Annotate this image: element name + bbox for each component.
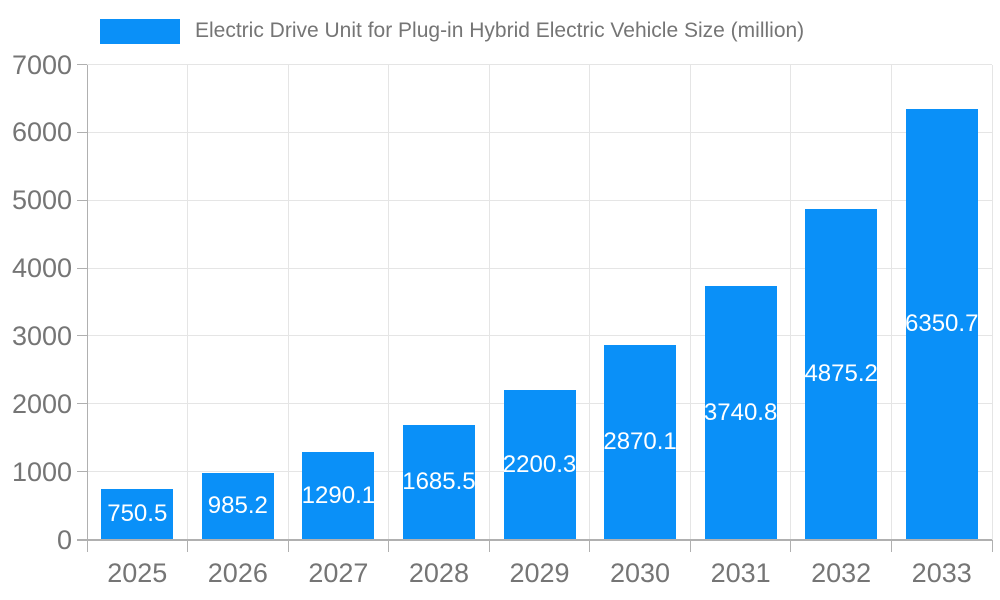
x-axis-tick-label: 2027 (308, 558, 369, 588)
gridline-horizontal (87, 64, 992, 65)
gridline-horizontal (87, 199, 992, 201)
x-axis-tick (388, 539, 390, 552)
x-axis-tick (86, 539, 88, 552)
gridline-vertical (488, 64, 490, 540)
gridline-horizontal (87, 335, 992, 337)
bar: 2200.3 (502, 390, 577, 540)
bar-value-label: 985.2 (207, 492, 268, 520)
y-axis-tick (77, 131, 87, 133)
bar-value-label: 4875.2 (804, 360, 878, 388)
x-axis-tick-label: 2032 (811, 558, 872, 588)
gridline-vertical (790, 64, 792, 540)
gridline-vertical (287, 64, 289, 540)
y-axis-tick-label: 6000 (12, 117, 73, 148)
bar-value-label: 3740.8 (703, 398, 778, 426)
legend-label: Electric Drive Unit for Plug-in Hybrid E… (195, 19, 805, 42)
y-axis-tick-label: 0 (56, 524, 72, 555)
x-axis-tick (790, 539, 792, 552)
gridline-vertical (388, 64, 390, 540)
bar: 6350.7 (905, 108, 979, 540)
x-axis-tick-label: 2031 (710, 558, 771, 588)
gridline-vertical (991, 64, 993, 540)
gridline-vertical (689, 64, 691, 540)
gridline-horizontal (87, 131, 992, 133)
x-axis-tick-label: 2026 (207, 558, 268, 588)
gridline-horizontal (87, 267, 992, 269)
x-axis-tick (187, 539, 189, 552)
bar-value-label: 1685.5 (402, 468, 476, 496)
bar: 1685.5 (402, 425, 476, 540)
bar-value-label: 2200.3 (502, 450, 577, 478)
bar: 3740.8 (703, 285, 778, 540)
y-axis-tick (77, 199, 87, 201)
legend: Electric Drive Unit for Plug-in Hybrid E… (100, 17, 804, 45)
y-axis-tick-label: 1000 (12, 456, 73, 487)
y-axis-tick-label: 7000 (12, 49, 73, 80)
bar: 985.2 (201, 472, 274, 540)
x-axis-tick (689, 539, 691, 552)
bar: 1290.1 (301, 451, 376, 540)
x-axis-line (77, 539, 992, 541)
x-axis-tick (890, 539, 892, 552)
x-axis-tick-label: 2028 (408, 558, 469, 588)
x-axis-tick-label: 2025 (107, 558, 168, 588)
x-axis-tick (991, 539, 993, 552)
x-axis-tick-label: 2030 (610, 558, 671, 588)
y-axis-tick (77, 403, 87, 405)
bar-value-label: 750.5 (107, 500, 168, 528)
y-axis-tick-label: 5000 (12, 185, 73, 216)
y-axis-tick (77, 64, 87, 65)
bar-value-label: 6350.7 (905, 310, 979, 338)
bar-value-label: 2870.1 (603, 428, 677, 456)
gridline-vertical (589, 64, 591, 540)
x-axis-tick (287, 539, 289, 552)
y-axis-tick (77, 335, 87, 337)
bar: 4875.2 (804, 208, 878, 540)
bar-value-label: 1290.1 (301, 481, 376, 509)
x-axis-tick-label: 2029 (509, 558, 570, 588)
y-axis-tick-label: 4000 (12, 253, 73, 284)
legend-swatch (100, 18, 180, 44)
gridline-vertical (187, 64, 189, 540)
y-axis-tick-label: 2000 (12, 388, 73, 419)
x-axis-tick (589, 539, 591, 552)
y-axis-line (87, 64, 88, 541)
gridline-vertical (890, 64, 892, 540)
x-axis-tick (488, 539, 490, 552)
bar: 750.5 (101, 488, 174, 540)
y-axis-tick (77, 471, 87, 473)
bar: 2870.1 (603, 344, 677, 540)
x-axis-tick-label: 2033 (911, 558, 972, 588)
y-axis-tick (77, 267, 87, 269)
y-axis-tick-label: 3000 (12, 320, 73, 351)
